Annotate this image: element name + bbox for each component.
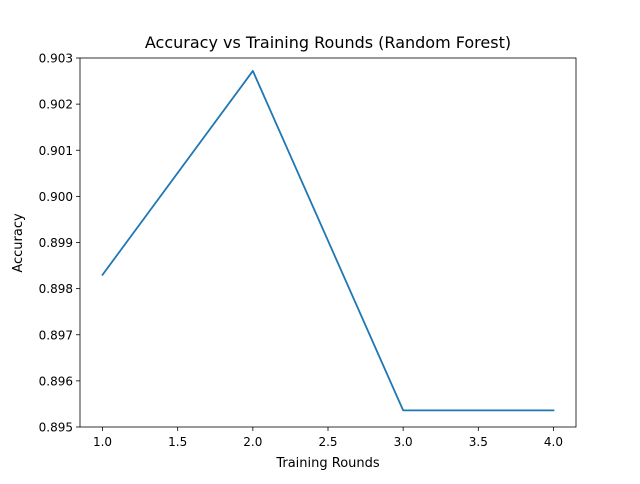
x-tick-label: 1.0: [93, 435, 112, 449]
y-tick-label: 0.895: [39, 421, 73, 435]
series-line-0: [101, 70, 555, 412]
x-tick-label: 4.0: [544, 435, 563, 449]
y-tick-label: 0.901: [39, 144, 73, 158]
y-tick-label: 0.902: [39, 98, 73, 112]
y-axis: 0.895 0.896 0.897 0.898 0.899 0.900 0.901 0.902…: [39, 52, 80, 435]
x-axis: 1.0 1.5 2.0 2.5 3.0 3.5 4.0: [93, 427, 563, 449]
chart-title: Accuracy vs Training Rounds (Random Fore…: [145, 33, 511, 52]
y-tick-label: 0.896: [39, 374, 73, 388]
x-tick-label: 3.0: [394, 435, 413, 449]
x-tick-label: 3.5: [469, 435, 488, 449]
x-tick-label: 2.5: [318, 435, 337, 449]
x-tick-label: 2.0: [243, 435, 262, 449]
y-tick-label: 0.899: [39, 236, 73, 250]
y-tick-label: 0.898: [39, 282, 73, 296]
x-axis-label: Training Rounds: [275, 456, 380, 471]
x-tick-label: 1.5: [168, 435, 187, 449]
y-tick-label: 0.900: [39, 190, 73, 204]
y-tick-label: 0.897: [39, 328, 73, 342]
y-axis-label: Accuracy: [11, 213, 26, 273]
y-tick-label: 0.903: [39, 52, 73, 66]
